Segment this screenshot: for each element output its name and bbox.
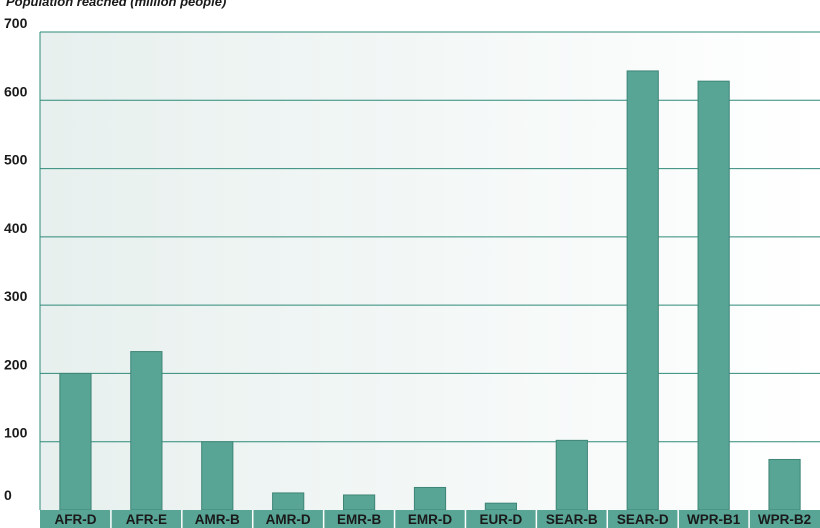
y-tick-label-500: 500 xyxy=(4,152,28,168)
bar-emr-d xyxy=(413,486,447,511)
x-tick-label-wpr-b1: WPR-B1 xyxy=(687,512,741,527)
x-tick-label-afr-d: AFR-D xyxy=(54,512,96,527)
y-tick-label-100: 100 xyxy=(4,425,28,441)
y-tick-label-600: 600 xyxy=(4,83,28,99)
bars xyxy=(59,70,801,511)
x-tick-label-amr-d: AMR-D xyxy=(266,512,311,527)
y-tick-label-400: 400 xyxy=(4,220,28,236)
bar-amr-d xyxy=(272,492,305,511)
y-tick-label-700: 700 xyxy=(4,15,28,31)
bar-afr-d xyxy=(59,372,92,511)
y-axis-label: Population reached (million people) xyxy=(6,0,226,9)
grid-lines xyxy=(40,31,820,443)
x-tick-label-sear-b: SEAR-B xyxy=(546,512,598,527)
bar-wpr-b2 xyxy=(768,458,801,511)
bar-amr-b xyxy=(201,441,234,511)
y-tick-label-0: 0 xyxy=(4,487,12,503)
bar-sear-d xyxy=(626,70,659,511)
category-band xyxy=(40,510,820,528)
x-tick-label-eur-d: EUR-D xyxy=(480,512,523,527)
x-tick-label-sear-d: SEAR-D xyxy=(617,512,669,527)
bar-wpr-b1 xyxy=(697,80,730,511)
bar-afr-e xyxy=(130,351,163,511)
x-tick-label-amr-b: AMR-B xyxy=(195,512,240,527)
bar-emr-b xyxy=(342,494,376,511)
y-tick-label-300: 300 xyxy=(4,288,28,304)
x-tick-labels: AFR-D AFR-E AMR-B AMR-D EMR-B EMR-D EUR-D SEAR-… xyxy=(54,510,811,528)
x-tick-label-afr-e: AFR-E xyxy=(126,512,167,527)
x-tick-label-wpr-b2: WPR-B2 xyxy=(758,512,811,527)
bar-sear-b xyxy=(555,439,588,511)
bar-eur-d xyxy=(484,502,518,511)
y-tick-label-200: 200 xyxy=(4,356,28,372)
x-tick-label-emr-b: EMR-B xyxy=(337,512,381,527)
plot-background xyxy=(40,32,820,510)
y-tick-labels: 0 100 200 300 400 500 600 700 xyxy=(4,15,28,503)
x-tick-label-emr-d: EMR-D xyxy=(408,512,452,527)
